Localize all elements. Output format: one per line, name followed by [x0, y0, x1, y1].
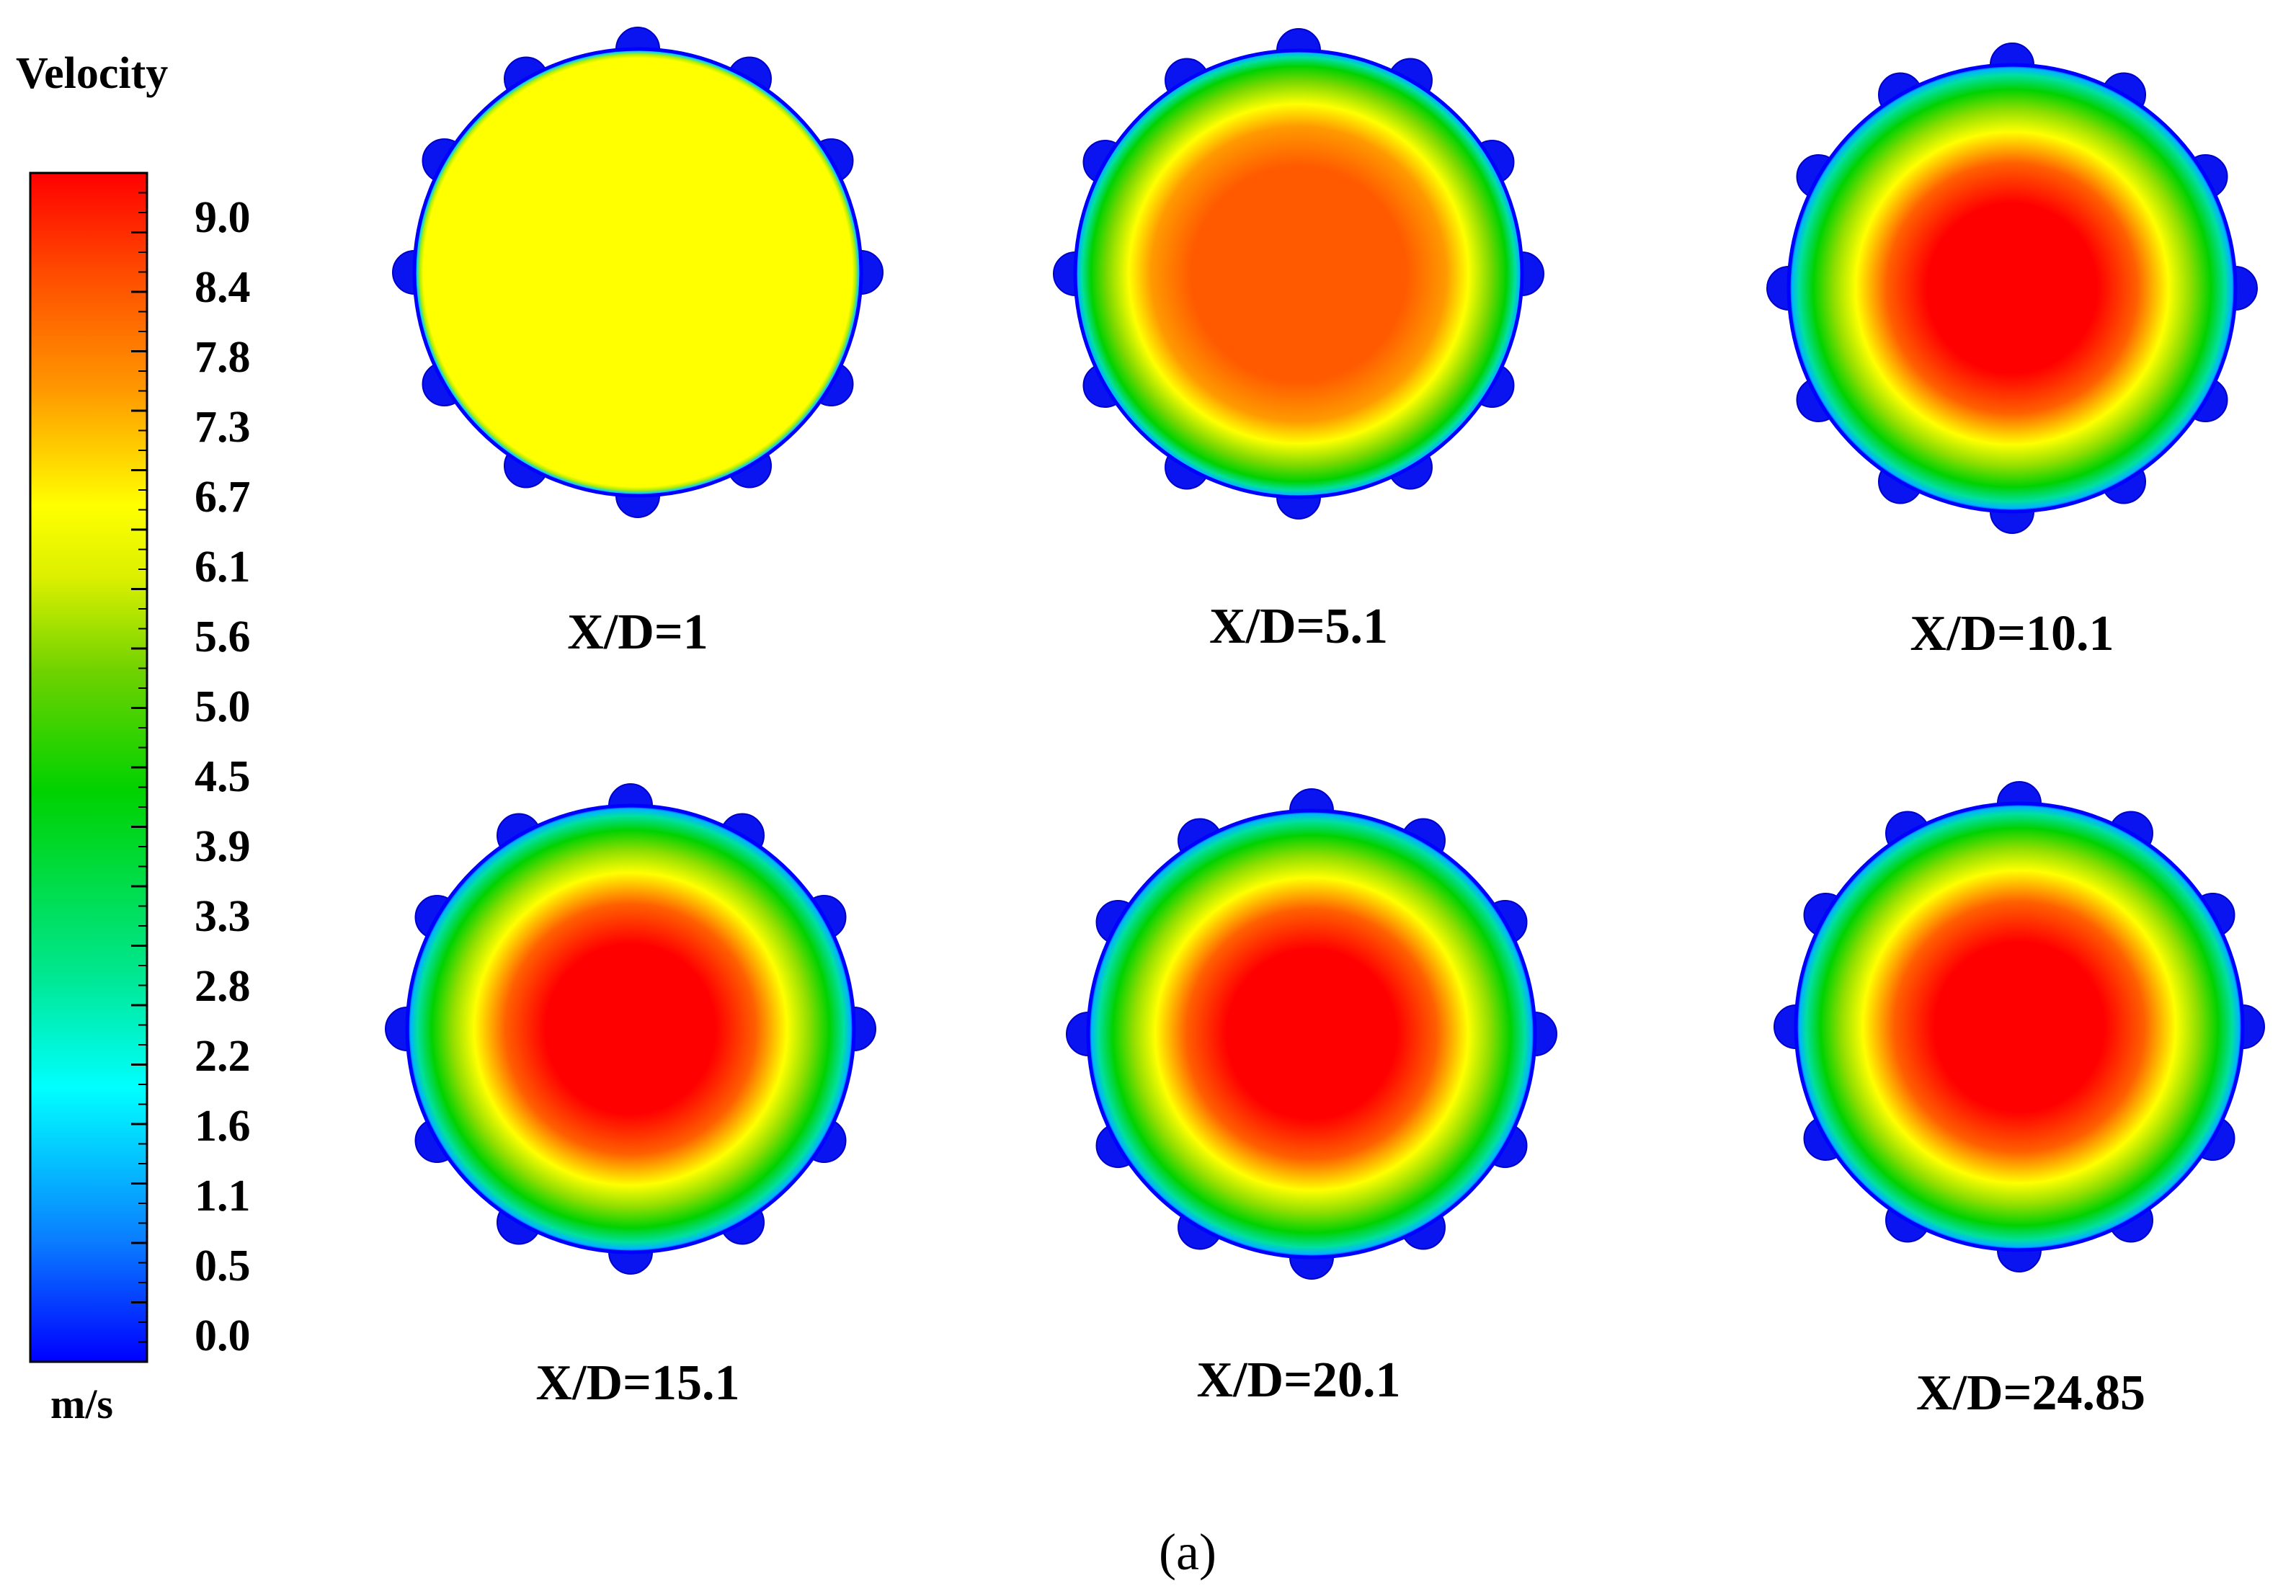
- velocity-contour-disk: [412, 47, 863, 498]
- tick-label: 3.3: [195, 892, 251, 941]
- tick-label: 2.2: [195, 1032, 251, 1081]
- legend-ticks: [131, 171, 147, 1363]
- tick-label: 1.1: [195, 1172, 251, 1221]
- color-legend: Velocity 9.0 8.4 7.8 7.3 6.7 6.1 5.6 5.0…: [16, 49, 251, 1427]
- panel-label: X/D=24.85: [1916, 1365, 2145, 1421]
- legend-title: Velocity: [16, 49, 168, 98]
- legend-tick-labels: 9.0 8.4 7.8 7.3 6.7 6.1 5.6 5.0 4.5 3.9 …: [195, 193, 251, 1360]
- contour-panel-1: [392, 27, 884, 518]
- cross-section: [1766, 43, 2258, 534]
- tick-label: 5.6: [195, 612, 251, 661]
- velocity-contour-disk: [405, 803, 856, 1254]
- cross-section: [385, 783, 876, 1275]
- tick-label: 4.5: [195, 752, 251, 801]
- cross-section: [1053, 28, 1544, 520]
- subfigure-label: (a): [1159, 1523, 1216, 1581]
- tick-label: 0.5: [195, 1241, 251, 1290]
- tick-label: 7.8: [195, 333, 251, 382]
- tick-label: 6.7: [195, 473, 251, 522]
- contour-panel-5: [1066, 788, 1557, 1280]
- contour-panel-3: [1766, 43, 2258, 534]
- tick-label: 2.8: [195, 962, 251, 1011]
- tick-label: 3.9: [195, 822, 251, 871]
- tick-label: 6.1: [195, 543, 251, 592]
- panel-label: X/D=1: [567, 605, 708, 660]
- panel-label: X/D=15.1: [536, 1355, 740, 1411]
- velocity-contour-disk: [1073, 48, 1524, 499]
- tick-label: 1.6: [195, 1102, 251, 1151]
- contour-panel-4: [385, 783, 876, 1275]
- cross-section: [1066, 788, 1557, 1280]
- cross-section: [1774, 781, 2265, 1272]
- tick-label: 7.3: [195, 403, 251, 452]
- contour-panel-6: [1774, 781, 2265, 1272]
- contour-panel-2: [1053, 28, 1544, 520]
- tick-label: 8.4: [195, 263, 251, 312]
- tick-label: 9.0: [195, 193, 251, 242]
- velocity-contour-disk: [1786, 63, 2238, 514]
- legend-colorbar: [29, 171, 148, 1363]
- panel-label: X/D=5.1: [1209, 599, 1388, 654]
- panel-label: X/D=20.1: [1197, 1352, 1401, 1408]
- tick-label: 0.0: [195, 1311, 251, 1360]
- legend-unit: m/s: [50, 1381, 113, 1427]
- tick-label: 5.0: [195, 682, 251, 731]
- panel-label: X/D=10.1: [1910, 606, 2114, 661]
- velocity-contour-disk: [1086, 808, 1537, 1260]
- cross-section: [392, 27, 884, 518]
- velocity-contour-disk: [1794, 801, 2245, 1252]
